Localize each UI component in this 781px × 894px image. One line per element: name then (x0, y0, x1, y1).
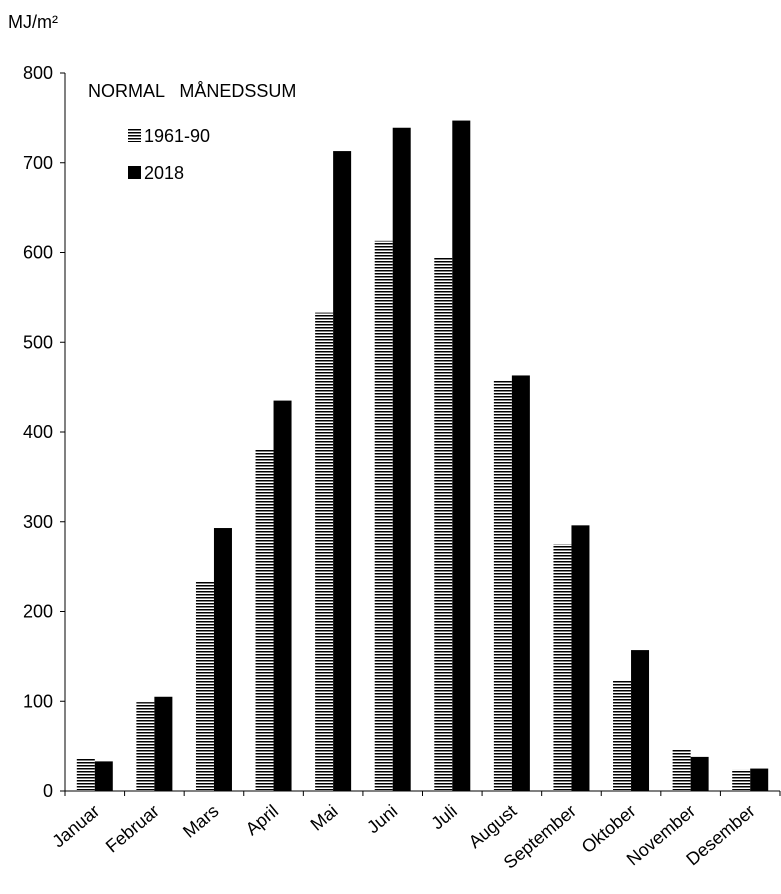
legend-swatch-1961-90 (128, 129, 141, 142)
y-tick-label: 500 (23, 332, 53, 352)
bar-2018-mars (214, 528, 232, 791)
y-axis-label: MJ/m² (8, 12, 58, 32)
x-tick-label-mars: Mars (179, 801, 222, 842)
bar-1961-90-januar (77, 759, 95, 791)
y-tick-label: 0 (43, 781, 53, 801)
x-tick-label-januar: Januar (48, 801, 103, 852)
y-tick-label: 800 (23, 63, 53, 83)
chart-title: NORMAL MÅNEDSSUM (88, 81, 296, 101)
y-tick-label: 300 (23, 512, 53, 532)
bar-1961-90-mars (196, 581, 214, 791)
x-tick-label-august: August (465, 801, 521, 852)
bar-1961-90-november (673, 750, 691, 791)
bar-2018-september (571, 525, 589, 791)
bar-1961-90-august (494, 381, 512, 791)
legend-label-2018: 2018 (144, 163, 184, 183)
bar-1961-90-oktober (613, 681, 631, 791)
bar-2018-november (691, 757, 709, 791)
legend: 1961-90 2018 (128, 126, 210, 183)
bar-1961-90-februar (136, 702, 154, 791)
bar-1961-90-april (256, 450, 274, 791)
bars (77, 121, 768, 791)
legend-swatch-2018 (128, 166, 141, 179)
x-tick-label-mai: Mai (307, 801, 342, 835)
y-tick-label: 700 (23, 153, 53, 173)
bar-2018-juni (393, 128, 411, 791)
bar-1961-90-september (553, 544, 571, 791)
bar-2018-oktober (631, 650, 649, 791)
y-tick-label: 600 (23, 243, 53, 263)
bar-2018-mai (333, 151, 351, 791)
bar-2018-april (274, 401, 292, 791)
bar-2018-juli (452, 121, 470, 791)
legend-label-1961-90: 1961-90 (144, 126, 210, 146)
bar-2018-januar (95, 761, 113, 791)
x-tick-label-juli: Juli (427, 801, 461, 834)
y-tick-label: 400 (23, 422, 53, 442)
bar-1961-90-juli (434, 258, 452, 791)
bar-1961-90-desember (732, 769, 750, 791)
x-tick-label-april: April (242, 801, 282, 839)
y-tick-label: 100 (23, 691, 53, 711)
x-tick-label-juni: Juni (363, 801, 401, 838)
bar-1961-90-mai (315, 313, 333, 791)
bar-2018-desember (750, 769, 768, 791)
x-tick-label-februar: Februar (102, 801, 163, 857)
bar-2018-august (512, 375, 530, 791)
bar-2018-februar (154, 697, 172, 791)
bar-1961-90-juni (375, 241, 393, 791)
y-tick-label: 200 (23, 602, 53, 622)
